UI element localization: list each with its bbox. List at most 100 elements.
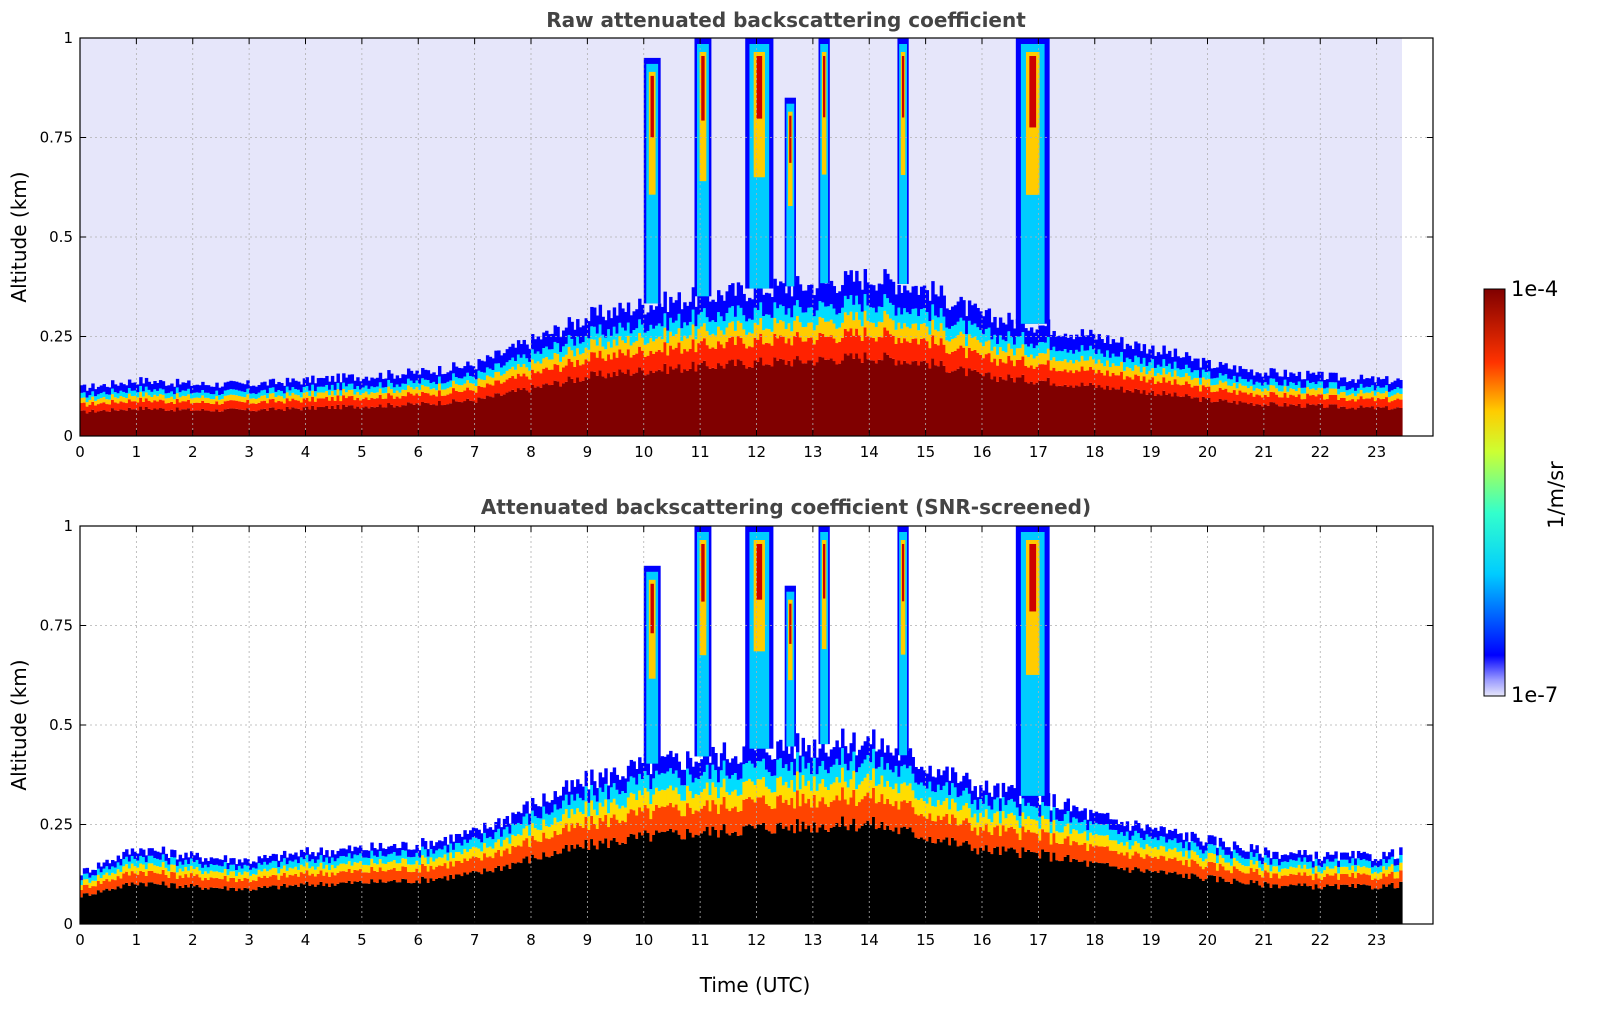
profile-column bbox=[638, 757, 642, 924]
profile-column bbox=[824, 283, 828, 436]
profile-column bbox=[1139, 351, 1144, 436]
profile-column bbox=[542, 332, 546, 436]
profile-column bbox=[1213, 367, 1217, 436]
profile-column bbox=[595, 788, 600, 924]
colorbar-gradient bbox=[1483, 288, 1506, 697]
profile-column bbox=[781, 750, 786, 924]
profile-column bbox=[195, 384, 199, 436]
profile-column bbox=[339, 382, 343, 436]
x-tick-label: 4 bbox=[301, 931, 311, 949]
profile-column bbox=[810, 284, 814, 436]
profile-column bbox=[240, 862, 245, 924]
profile-column bbox=[412, 373, 417, 436]
profile-column bbox=[1097, 334, 1101, 436]
profile-column bbox=[736, 763, 741, 924]
profile-column bbox=[993, 316, 997, 436]
profile-column bbox=[688, 301, 693, 436]
profile-column bbox=[466, 833, 470, 924]
profile-column bbox=[855, 755, 859, 924]
profile-column bbox=[998, 317, 1003, 436]
profile-column bbox=[127, 854, 132, 924]
x-tick-label: 11 bbox=[691, 443, 710, 461]
profile-column bbox=[849, 270, 853, 436]
profile-column bbox=[632, 311, 636, 436]
profile-column bbox=[663, 756, 667, 924]
profile-column bbox=[728, 762, 732, 924]
profile-column bbox=[829, 749, 834, 924]
profile-column bbox=[578, 783, 583, 924]
profile-column bbox=[1207, 835, 1211, 924]
profile-column bbox=[158, 380, 163, 436]
profile-column bbox=[1238, 366, 1242, 436]
profile-column bbox=[1356, 850, 1361, 924]
profile-column bbox=[344, 849, 349, 924]
profile-column bbox=[150, 384, 154, 436]
profile-column bbox=[350, 851, 355, 924]
profile-column bbox=[460, 836, 464, 924]
profile-column bbox=[869, 744, 873, 924]
profile-column bbox=[863, 269, 868, 436]
profile-column bbox=[669, 750, 673, 924]
profile-column bbox=[1080, 329, 1085, 436]
profile-column bbox=[846, 274, 851, 436]
y-axis-label: Altitude (km) bbox=[7, 659, 31, 790]
profile-column bbox=[615, 774, 619, 924]
profile-column bbox=[1145, 824, 1149, 924]
profile-column bbox=[1221, 364, 1226, 436]
profile-column bbox=[993, 785, 997, 924]
profile-column bbox=[1007, 786, 1011, 924]
profile-column bbox=[1066, 798, 1070, 924]
profile-column bbox=[305, 377, 309, 436]
snr-screened-panel: Attenuated backscattering coefficient (S… bbox=[7, 495, 1434, 949]
profile-column bbox=[212, 386, 216, 436]
profile-column bbox=[931, 776, 935, 924]
profile-column bbox=[1294, 376, 1299, 436]
profile-column bbox=[1215, 847, 1220, 924]
profile-column bbox=[280, 854, 284, 924]
profile-column bbox=[1258, 373, 1262, 436]
profile-column bbox=[1187, 355, 1192, 436]
profile-column bbox=[94, 389, 98, 436]
profile-column bbox=[804, 290, 808, 436]
profile-column bbox=[311, 375, 315, 436]
profile-column bbox=[970, 790, 975, 924]
profile-column bbox=[1075, 334, 1079, 436]
profile-column bbox=[1373, 859, 1378, 924]
profile-column bbox=[125, 385, 129, 436]
profile-column bbox=[982, 790, 986, 924]
profile-column bbox=[342, 848, 346, 924]
profile-column bbox=[347, 374, 352, 436]
profile-column bbox=[291, 854, 295, 924]
profile-column bbox=[398, 847, 402, 924]
profile-column bbox=[1368, 854, 1372, 924]
profile-column bbox=[1139, 828, 1144, 924]
profile-column bbox=[209, 857, 214, 924]
profile-column bbox=[663, 291, 667, 436]
profile-column bbox=[1252, 375, 1257, 436]
profile-column bbox=[905, 751, 910, 924]
profile-column bbox=[282, 385, 287, 436]
profile-column bbox=[1235, 372, 1240, 436]
profile-column bbox=[826, 756, 831, 924]
profile-column bbox=[499, 827, 504, 924]
profile-column bbox=[1001, 782, 1006, 924]
profile-column bbox=[201, 381, 205, 436]
profile-column bbox=[251, 861, 256, 924]
profile-column bbox=[1083, 808, 1087, 924]
profile-column bbox=[1345, 852, 1350, 924]
profile-column bbox=[480, 360, 484, 436]
profile-column bbox=[1131, 349, 1135, 436]
profile-column bbox=[378, 842, 383, 924]
profile-column bbox=[302, 378, 307, 436]
y-tick-label: 0 bbox=[63, 915, 73, 933]
profile-column bbox=[866, 282, 870, 436]
profile-column bbox=[880, 738, 884, 924]
profile-column bbox=[973, 303, 977, 436]
profile-column bbox=[511, 343, 515, 436]
profile-column bbox=[158, 852, 163, 924]
profile-column bbox=[116, 385, 121, 436]
profile-column bbox=[1331, 854, 1335, 924]
profile-column bbox=[113, 384, 118, 436]
profile-column bbox=[1210, 835, 1214, 924]
profile-column bbox=[1207, 359, 1211, 436]
